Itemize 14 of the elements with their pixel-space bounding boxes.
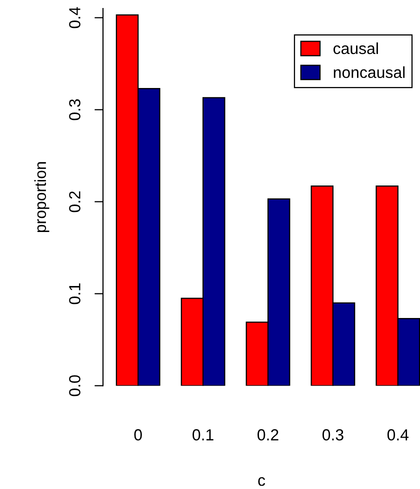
y-tick-label: 0.0: [69, 375, 80, 396]
x-tick-label: 0: [134, 429, 142, 440]
y-tick-label: 0.3: [69, 99, 80, 120]
x-tick-label: 0.1: [192, 429, 214, 440]
x-tick-label: 0.2: [258, 429, 278, 440]
y-tick-label: 0.2: [69, 191, 80, 212]
legend-label: noncausal: [334, 66, 405, 78]
x-tick-label: 0.4: [387, 429, 409, 440]
y-tick-label: 0.1: [69, 283, 80, 304]
y-axis-title: proportion: [34, 162, 50, 232]
x-tick-label: 0.3: [322, 429, 344, 440]
legend-label: causal: [333, 42, 378, 54]
x-axis-title: c: [258, 477, 266, 486]
y-tick-label: 0.4: [69, 7, 80, 28]
